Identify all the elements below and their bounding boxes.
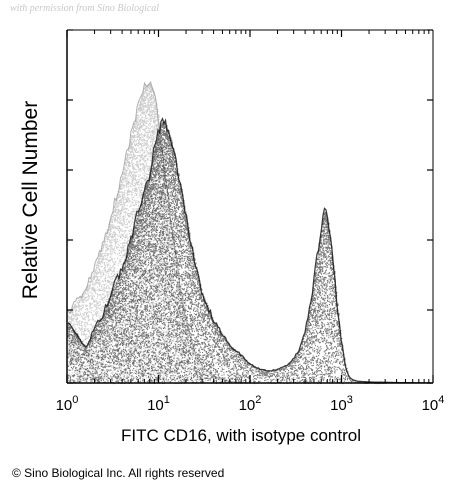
histogram-series-2-outline xyxy=(67,117,431,384)
copyright-notice: © Sino Biological Inc. All rights reserv… xyxy=(12,466,225,480)
y-axis-label: Relative Cell Number xyxy=(19,101,42,299)
x-tick-label-0: 100 xyxy=(56,394,79,414)
x-tick-label-3: 103 xyxy=(330,394,353,414)
axes: 100 101 102 103 104 xyxy=(56,29,445,414)
x-tick-label-2: 102 xyxy=(239,394,262,414)
histogram-series-2 xyxy=(67,117,431,385)
x-tick-label-1: 101 xyxy=(147,394,170,414)
watermark-text: with permission from Sino Biological xyxy=(10,3,160,14)
plot-area xyxy=(67,80,431,385)
x-tick-label-4: 104 xyxy=(422,394,445,414)
histogram-series-2-fill xyxy=(67,121,387,385)
x-axis-label: FITC CD16, with isotype control xyxy=(121,426,361,445)
